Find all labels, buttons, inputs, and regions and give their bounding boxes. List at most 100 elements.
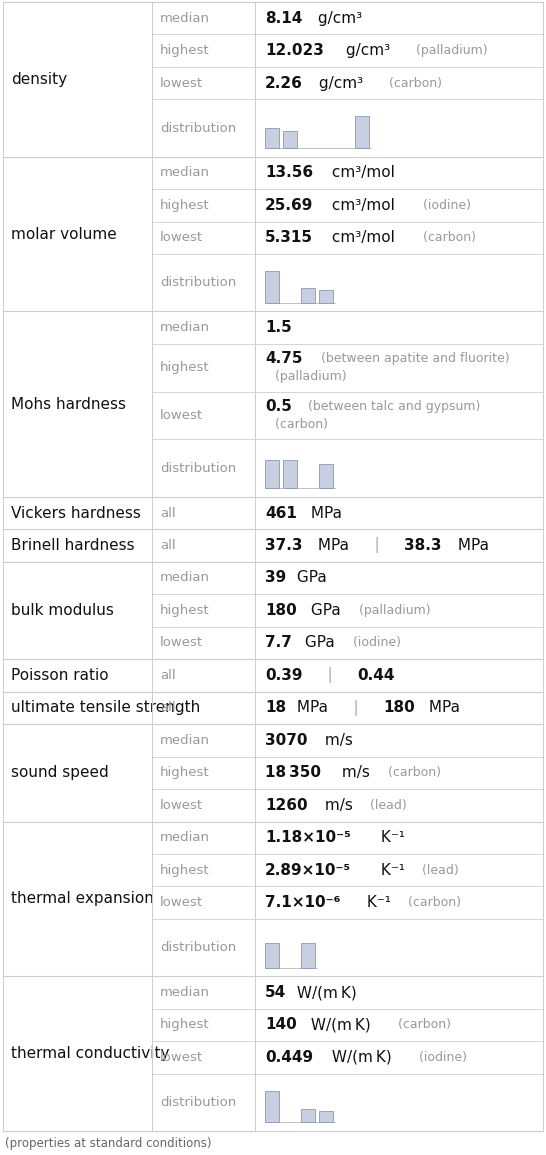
Text: 1.5: 1.5: [265, 320, 292, 335]
Text: m/s: m/s: [320, 732, 353, 747]
Text: distribution: distribution: [160, 1096, 236, 1109]
Text: molar volume: molar volume: [11, 226, 117, 241]
Bar: [265, 944, 279, 968]
Text: all: all: [160, 507, 176, 520]
Text: median: median: [160, 832, 210, 844]
Text: density: density: [11, 72, 67, 87]
Text: GPa: GPa: [306, 603, 341, 618]
Bar: [265, 271, 279, 303]
Text: 3070: 3070: [265, 732, 307, 747]
Text: MPa: MPa: [306, 506, 342, 521]
Text: 13.56: 13.56: [265, 165, 313, 180]
Text: 2.26: 2.26: [265, 76, 303, 91]
Bar: [301, 944, 315, 968]
Text: (lead): (lead): [363, 799, 407, 812]
Text: 8.14: 8.14: [265, 10, 302, 25]
Text: 38.3: 38.3: [404, 538, 442, 553]
Text: cm³/mol: cm³/mol: [327, 165, 395, 180]
Text: median: median: [160, 572, 210, 584]
Text: lowest: lowest: [160, 409, 203, 422]
Text: (palladium): (palladium): [267, 370, 347, 383]
Text: (lead): (lead): [414, 864, 459, 877]
Text: 0.449: 0.449: [265, 1050, 313, 1065]
Text: (carbon): (carbon): [267, 418, 328, 431]
Text: 2.89×10⁻⁵: 2.89×10⁻⁵: [265, 863, 351, 878]
Text: 461: 461: [265, 506, 297, 521]
Text: lowest: lowest: [160, 799, 203, 812]
Text: ultimate tensile strength: ultimate tensile strength: [11, 700, 200, 715]
Text: highest: highest: [160, 362, 210, 374]
Text: K⁻¹: K⁻¹: [376, 830, 405, 845]
Text: highest: highest: [160, 766, 210, 780]
Text: distribution: distribution: [160, 941, 236, 954]
Bar: [265, 128, 279, 148]
Text: 0.5: 0.5: [265, 398, 292, 413]
Text: (carbon): (carbon): [414, 231, 476, 245]
Text: (carbon): (carbon): [379, 766, 441, 780]
Text: g/cm³: g/cm³: [313, 10, 363, 25]
Text: MPa: MPa: [292, 700, 328, 715]
Text: K⁻¹: K⁻¹: [362, 895, 391, 910]
Text: m/s: m/s: [320, 798, 353, 813]
Text: Mohs hardness: Mohs hardness: [11, 396, 126, 411]
Bar: [283, 460, 297, 489]
Text: 25.69: 25.69: [265, 198, 313, 213]
Bar: [301, 288, 315, 303]
Text: 180: 180: [265, 603, 296, 618]
Text: 7.7: 7.7: [265, 635, 292, 650]
Text: distribution: distribution: [160, 121, 236, 135]
Text: sound speed: sound speed: [11, 766, 109, 781]
Text: thermal expansion: thermal expansion: [11, 892, 154, 907]
Bar: [319, 464, 333, 489]
Text: (carbon): (carbon): [377, 76, 442, 90]
Text: 39: 39: [265, 571, 286, 586]
Text: (between apatite and fluorite): (between apatite and fluorite): [313, 352, 510, 365]
Text: all: all: [160, 701, 176, 714]
Text: median: median: [160, 12, 210, 24]
Text: MPa: MPa: [424, 700, 460, 715]
Bar: [319, 290, 333, 303]
Text: W/(m K): W/(m K): [327, 1050, 392, 1065]
Bar: [355, 117, 369, 148]
Text: highest: highest: [160, 864, 210, 877]
Text: W/(m K): W/(m K): [293, 985, 357, 1000]
Text: cm³/mol: cm³/mol: [327, 231, 395, 245]
Text: 5.315: 5.315: [265, 231, 313, 245]
Bar: [265, 460, 279, 489]
Text: g/cm³: g/cm³: [314, 76, 363, 91]
Text: (iodine): (iodine): [345, 636, 401, 649]
Text: (iodine): (iodine): [415, 199, 471, 213]
Bar: [319, 1111, 333, 1123]
Text: median: median: [160, 166, 210, 179]
Text: highest: highest: [160, 604, 210, 617]
Text: median: median: [160, 733, 210, 747]
Text: 0.39: 0.39: [265, 668, 302, 683]
Text: (palladium): (palladium): [405, 44, 488, 58]
Text: 18: 18: [265, 700, 286, 715]
Text: MPa: MPa: [453, 538, 489, 553]
Text: highest: highest: [160, 199, 210, 213]
Bar: [283, 132, 297, 148]
Text: |: |: [360, 537, 394, 553]
Text: 12.023: 12.023: [265, 43, 324, 58]
Text: lowest: lowest: [160, 231, 203, 245]
Text: 1260: 1260: [265, 798, 307, 813]
Text: |: |: [313, 668, 348, 684]
Text: (between talc and gypsum): (between talc and gypsum): [300, 400, 480, 412]
Text: highest: highest: [160, 1019, 210, 1031]
Text: Brinell hardness: Brinell hardness: [11, 538, 135, 553]
Text: K⁻¹: K⁻¹: [376, 863, 405, 878]
Text: lowest: lowest: [160, 76, 203, 90]
Text: GPa: GPa: [300, 635, 335, 650]
Text: 0.44: 0.44: [358, 668, 395, 683]
Text: (palladium): (palladium): [351, 604, 430, 617]
Bar: [301, 1109, 315, 1123]
Text: distribution: distribution: [160, 276, 236, 289]
Text: |: |: [339, 700, 373, 716]
Text: 1.18×10⁻⁵: 1.18×10⁻⁵: [265, 830, 351, 845]
Text: median: median: [160, 321, 210, 334]
Text: Vickers hardness: Vickers hardness: [11, 506, 141, 521]
Text: thermal conductivity: thermal conductivity: [11, 1046, 169, 1061]
Text: (carbon): (carbon): [389, 1019, 450, 1031]
Text: 180: 180: [383, 700, 415, 715]
